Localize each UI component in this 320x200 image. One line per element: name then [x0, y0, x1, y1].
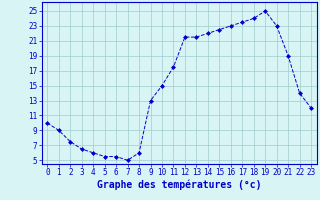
X-axis label: Graphe des températures (°c): Graphe des températures (°c) [97, 180, 261, 190]
